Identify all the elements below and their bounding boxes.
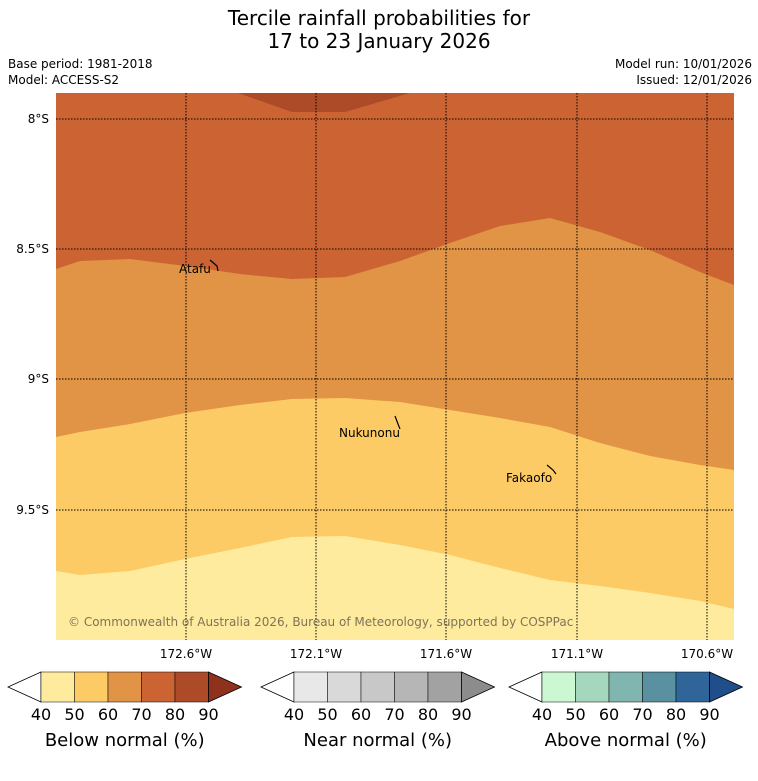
colorbar-tick-label: 60 bbox=[598, 705, 620, 724]
colorbar-segment bbox=[608, 671, 643, 703]
colorbar-tick-label: 70 bbox=[131, 705, 152, 724]
colorbar-segment bbox=[107, 671, 142, 703]
model-run: Model run: 10/01/2026 bbox=[614, 57, 752, 71]
lat-label: 9°S bbox=[28, 372, 49, 386]
fakaofo-atoll bbox=[546, 464, 557, 475]
place-fakaofo: Fakaofo bbox=[506, 471, 552, 485]
colorbar-segment bbox=[394, 671, 429, 703]
colorbar-title: Below normal (%) bbox=[44, 730, 205, 751]
model-name: Model: ACCESS-S2 bbox=[8, 73, 120, 87]
colorbar-segment bbox=[541, 671, 576, 703]
colorbar-tick-label: 40 bbox=[531, 705, 553, 724]
colorbar-tick-label: 70 bbox=[384, 705, 405, 724]
atafu-atoll bbox=[209, 259, 219, 272]
copyright-notice: © Commonwealth of Australia 2026, Bureau… bbox=[68, 615, 573, 629]
lat-label: 8.5°S bbox=[16, 242, 49, 256]
colorbar-tick-label: 80 bbox=[665, 705, 687, 724]
colorbar-extend-high bbox=[709, 671, 744, 703]
colorbar-title: Above normal (%) bbox=[544, 730, 707, 751]
colorbar-extend-low bbox=[260, 671, 295, 703]
map-panel: Atafu Nukunonu Fakaofo © Commonwealth of… bbox=[56, 93, 734, 640]
colorbar-tick-label: 60 bbox=[350, 705, 372, 724]
island-outlines bbox=[209, 259, 557, 475]
colorbar-above-normal bbox=[508, 671, 744, 703]
nukunonu-atoll bbox=[394, 415, 401, 430]
colorbar-tick-label: 40 bbox=[30, 705, 52, 724]
colorbar-tick-label: 90 bbox=[699, 705, 720, 724]
lon-labels: 172.6°W 172.1°W 171.6°W 171.1°W 170.6°W bbox=[160, 647, 733, 661]
lon-label: 171.1°W bbox=[551, 647, 603, 661]
lon-label: 172.1°W bbox=[290, 647, 342, 661]
colorbar-segment bbox=[293, 671, 328, 703]
band-80-90 bbox=[238, 93, 410, 112]
graticule bbox=[56, 93, 734, 640]
colorbar-segment bbox=[141, 671, 176, 703]
colorbar-tick-label: 50 bbox=[565, 705, 586, 724]
colorbar-tick-label: 70 bbox=[632, 705, 653, 724]
colorbar-tick-label: 60 bbox=[97, 705, 119, 724]
colorbar-tick-label: 50 bbox=[317, 705, 338, 724]
lat-label: 8°S bbox=[28, 112, 49, 126]
colorbar-below-normal bbox=[7, 671, 243, 703]
title-line-2: 17 to 23 January 2026 bbox=[267, 29, 491, 53]
colorbar-segment bbox=[40, 671, 75, 703]
colorbar-segment bbox=[74, 671, 109, 703]
colorbar-tick-label: 80 bbox=[417, 705, 439, 724]
colorbar-tick-label: 50 bbox=[64, 705, 85, 724]
lon-label: 172.6°W bbox=[160, 647, 212, 661]
colorbar-near-normal bbox=[260, 671, 496, 703]
base-period: Base period: 1981-2018 bbox=[8, 57, 153, 71]
colorbar-segment bbox=[642, 671, 677, 703]
colorbar-segment bbox=[675, 671, 710, 703]
issued-date: Issued: 12/01/2026 bbox=[636, 73, 752, 87]
colorbar-extend-high bbox=[208, 671, 243, 703]
colorbar-tick-label: 40 bbox=[283, 705, 305, 724]
colorbar-extend-high bbox=[461, 671, 496, 703]
lon-label: 170.6°W bbox=[681, 647, 733, 661]
colorbar-segment bbox=[575, 671, 610, 703]
lat-labels: 8°S 8.5°S 9°S 9.5°S bbox=[16, 112, 49, 517]
place-nukunonu: Nukunonu bbox=[339, 426, 400, 440]
band-40-50 bbox=[56, 536, 734, 640]
lon-label: 171.6°W bbox=[420, 647, 472, 661]
colorbar-tick-label: 90 bbox=[451, 705, 472, 724]
colorbar-extend-low bbox=[7, 671, 42, 703]
colorbar-title: Near normal (%) bbox=[303, 730, 453, 751]
lat-label: 9.5°S bbox=[16, 503, 49, 517]
colorbar-tick-label: 90 bbox=[198, 705, 219, 724]
title-line-1: Tercile rainfall probabilities for bbox=[227, 6, 531, 30]
colorbar-extend-low bbox=[508, 671, 543, 703]
colorbar-segment bbox=[174, 671, 209, 703]
colorbar-segment bbox=[360, 671, 395, 703]
colorbar-segment bbox=[327, 671, 362, 703]
colorbar-tick-label: 80 bbox=[164, 705, 186, 724]
place-atafu: Atafu bbox=[179, 262, 211, 276]
colorbar-segment bbox=[427, 671, 462, 703]
